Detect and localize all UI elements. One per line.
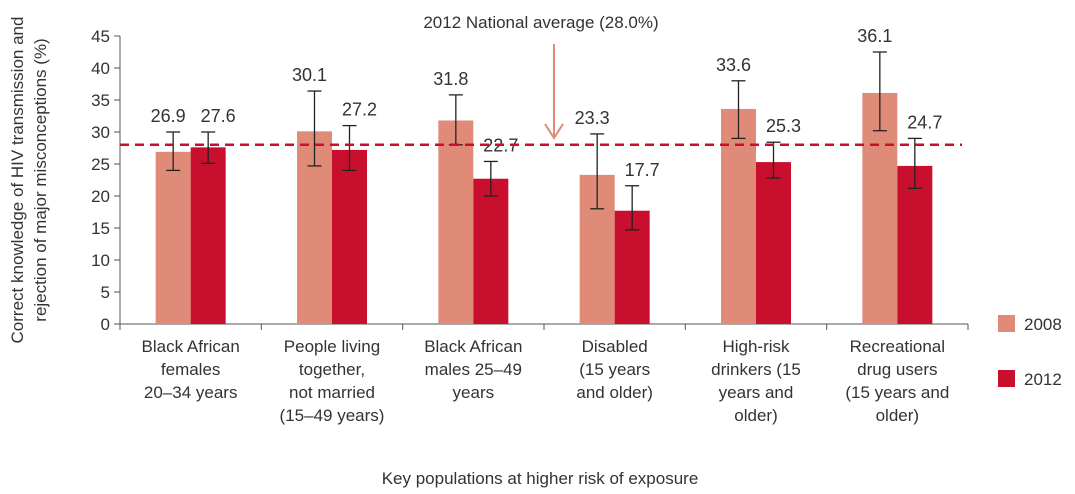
data-label-2008: 31.8 [433,69,468,89]
y-axis-title-line: rejection of major misconceptions (%) [31,38,50,321]
category-label: Disabled (15 years and older) [576,337,653,402]
error-bar-2012 [625,185,640,231]
error-bar-2008 [166,131,181,172]
bar-2012 [190,147,226,324]
y-axis-title-line: Correct knowledge of HIV transmission an… [8,17,27,344]
category-label-line: (15 years [579,360,650,379]
category-label-line: females [161,360,221,379]
category-label-line: years and [719,383,794,402]
error-bar-2008 [590,133,605,210]
bar-2012 [332,149,367,324]
category-label-line: older) [734,406,777,425]
data-label-2012: 27.2 [342,100,377,120]
bar-2012 [473,178,509,324]
bar-2008 [155,151,191,324]
legend-label-2012: 2012 [1024,370,1062,389]
category-label-line: drug users [857,360,937,379]
category-label-line: People living [284,337,380,356]
bar-2008 [721,108,756,325]
error-bar-2012 [201,131,216,165]
category-label-line: not married [289,383,375,402]
category-label-line: together, [299,360,365,379]
error-bar-2008 [872,51,887,132]
bar-2012 [897,165,933,324]
category-label: Black African males 25–49 years [424,337,522,402]
error-bar-2008 [731,80,746,140]
y-tick-label: 15 [91,219,110,238]
error-bar-2012 [342,124,357,172]
x-axis: Black African females 20–34 years People li… [119,323,969,425]
bar-2008 [438,120,474,324]
category-label-line: 20–34 years [144,383,238,402]
x-axis-title: Key populations at higher risk of exposu… [382,469,699,488]
data-label-2008: 30.1 [292,65,327,85]
y-tick-label: 35 [91,91,110,110]
y-axis: 0 5 10 15 20 25 30 35 40 45 [91,27,121,334]
bars [155,92,933,325]
error-bar-2008 [307,90,322,167]
data-label-2008: 23.3 [575,108,610,128]
category-label-line: drinkers (15 [711,360,801,379]
category-label-line: years [453,383,495,402]
category-label-line: Disabled [582,337,648,356]
y-tick-label: 40 [91,59,110,78]
bar-2012 [756,162,791,324]
legend-label-2008: 2008 [1024,315,1062,334]
category-label-line: Recreational [850,337,945,356]
y-tick-label: 25 [91,155,110,174]
y-tick-label: 30 [91,123,110,142]
category-label-line: High-risk [722,337,790,356]
y-tick-label: 20 [91,187,110,206]
category-label-line: Black African [424,337,522,356]
data-label-2008: 33.6 [716,55,751,75]
data-label-2012: 27.6 [201,106,236,126]
legend-swatch-2012 [998,370,1015,387]
data-label-2012: 17.7 [625,160,660,180]
error-bar-2012 [483,160,498,197]
category-label: Black African females 20–34 years [142,337,240,402]
legend: 2008 2012 [998,315,1062,389]
category-label-line: males 25–49 [425,360,522,379]
annotation-arrowhead [544,123,564,140]
category-label-line: (15 years and [845,383,949,402]
data-label-2008: 26.9 [151,106,186,126]
reference-line-group: 2012 National average (28.0%) [120,13,962,147]
y-tick-label: 45 [91,27,110,46]
category-label: People living together, not married (15–49 … [280,337,385,425]
legend-swatch-2008 [998,315,1015,332]
data-label-2012: 25.3 [766,116,801,136]
category-label: Recreational drug users (15 years and older… [845,337,949,425]
error-bar-2012 [766,141,781,179]
y-tick-label: 0 [101,315,110,334]
category-label-line: and older) [576,383,653,402]
y-tick-label: 5 [101,283,110,302]
category-label-line: Black African [142,337,240,356]
y-tick-label: 10 [91,251,110,270]
category-label-line: older) [876,406,919,425]
data-label-2008: 36.1 [857,26,892,46]
y-axis-title: Correct knowledge of HIV transmission an… [8,17,50,344]
bar-2008 [862,92,898,325]
reference-line-label: 2012 National average (28.0%) [423,13,658,32]
axis-titles: Key populations at higher risk of exposu… [8,17,698,488]
error-bars [166,51,922,231]
category-label-line: (15–49 years) [280,406,385,425]
data-labels: 26.9 27.630.127.231.822.723.317.733.625.3… [151,26,943,180]
category-label: High-risk drinkers (15 years and older) [711,337,801,425]
error-bar-2012 [907,137,922,189]
data-label-2012: 24.7 [907,112,942,132]
